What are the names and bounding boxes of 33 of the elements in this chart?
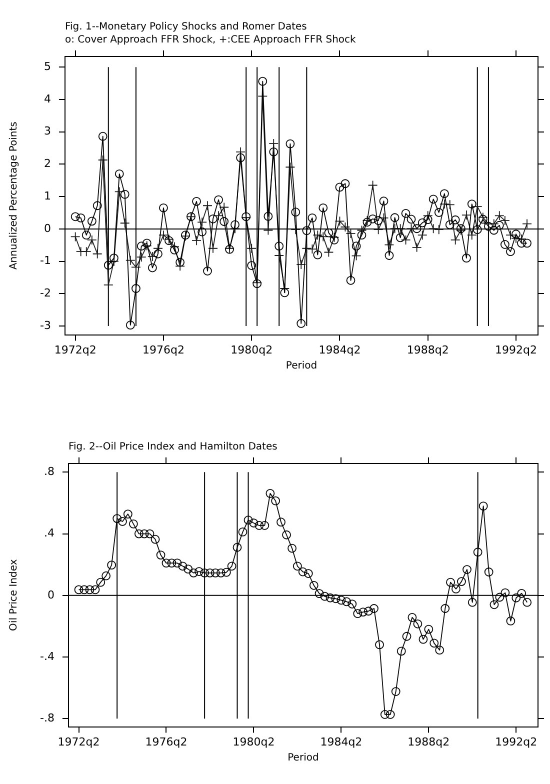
x-tick-label: 1972q2 (54, 343, 96, 356)
y-axis-title: Annualized Percentage Points (8, 122, 20, 270)
y-tick-label: 5 (44, 60, 51, 73)
x-tick-label: 1976q2 (145, 735, 188, 748)
y-tick-label: -2 (40, 286, 51, 300)
y-axis-title: Oil Price Index (8, 559, 20, 631)
x-tick-label: 1988q2 (406, 343, 449, 356)
y-tick-label: -.4 (40, 650, 54, 663)
x-tick-label: 1972q2 (58, 735, 100, 748)
y-tick-label: -.8 (40, 711, 54, 724)
x-axis-title: Period (288, 752, 319, 764)
chart-title: Fig. 1--Monetary Policy Shocks and Romer Dates (64, 21, 307, 32)
y-tick-label: 0 (47, 588, 54, 602)
x-tick-label: 1988q2 (408, 735, 450, 748)
x-tick-label: 1980q2 (232, 735, 275, 748)
x-tick-label: 1976q2 (142, 343, 184, 356)
x-axis-title: Period (286, 360, 318, 372)
chart-subtitle: o: Cover Approach FFR Shock, +:CEE Approach FFR Shock (64, 34, 356, 46)
y-tick-label: 1 (44, 189, 51, 202)
y-tick-label: 0 (44, 222, 51, 235)
x-tick-label: 1992q2 (494, 343, 537, 356)
y-tick-label: 3 (44, 124, 51, 138)
y-tick-label: -3 (40, 318, 51, 332)
x-tick-label: 1984q2 (318, 343, 361, 356)
y-tick-label: .8 (44, 465, 54, 478)
x-tick-label: 1980q2 (230, 343, 273, 356)
y-tick-label: .4 (44, 526, 54, 540)
y-tick-label: 2 (44, 157, 51, 170)
y-tick-label: -1 (40, 254, 51, 268)
chart-title: Fig. 2--Oil Price Index and Hamilton Dates (68, 441, 278, 452)
x-tick-label: 1992q2 (495, 735, 538, 748)
y-tick-label: 4 (44, 92, 51, 106)
x-tick-label: 1984q2 (320, 735, 362, 748)
